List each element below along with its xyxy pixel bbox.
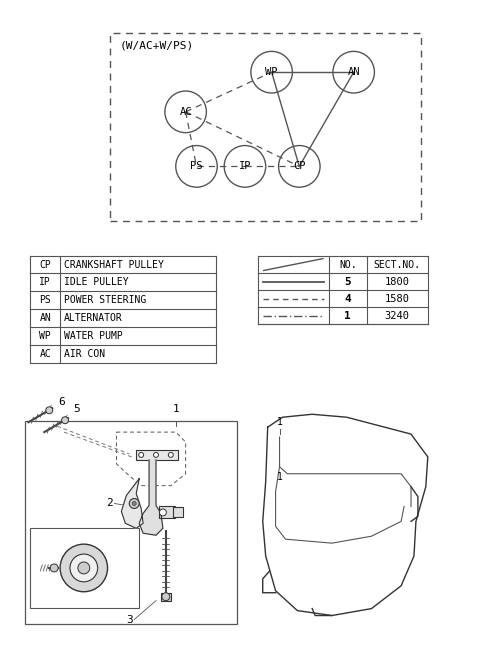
Text: 1: 1 xyxy=(344,310,351,320)
Text: 5: 5 xyxy=(73,404,80,415)
Text: IDLE PULLEY: IDLE PULLEY xyxy=(64,277,129,288)
Text: WP: WP xyxy=(39,331,51,341)
Circle shape xyxy=(132,502,136,506)
Text: (W/AC+W/PS): (W/AC+W/PS) xyxy=(120,41,193,50)
Text: 3240: 3240 xyxy=(384,310,409,320)
Circle shape xyxy=(46,407,53,414)
Text: 2: 2 xyxy=(106,498,113,508)
Text: IP: IP xyxy=(239,161,251,172)
Text: AC: AC xyxy=(180,107,192,117)
Text: 3: 3 xyxy=(126,616,132,626)
Circle shape xyxy=(162,593,170,601)
Circle shape xyxy=(154,453,158,457)
Text: AN: AN xyxy=(39,313,51,323)
Circle shape xyxy=(78,562,90,574)
Circle shape xyxy=(139,453,144,457)
Bar xyxy=(136,450,178,460)
Text: PS: PS xyxy=(190,161,203,172)
Text: PS: PS xyxy=(39,295,51,305)
Circle shape xyxy=(50,564,58,572)
Text: WATER PUMP: WATER PUMP xyxy=(64,331,123,341)
Bar xyxy=(24,421,237,624)
Text: 4: 4 xyxy=(344,293,351,304)
Circle shape xyxy=(70,554,97,582)
Circle shape xyxy=(61,417,69,424)
Circle shape xyxy=(159,509,167,516)
Text: IP: IP xyxy=(39,277,51,288)
Text: 1: 1 xyxy=(276,417,282,427)
Text: AIR CON: AIR CON xyxy=(64,348,105,359)
Bar xyxy=(30,529,139,608)
Text: 6: 6 xyxy=(59,398,65,407)
Text: WP: WP xyxy=(265,67,278,77)
Polygon shape xyxy=(139,460,163,535)
Bar xyxy=(173,508,183,517)
Text: 1: 1 xyxy=(276,472,282,481)
Text: POWER STEERING: POWER STEERING xyxy=(64,295,146,305)
Bar xyxy=(161,593,171,601)
Text: 1800: 1800 xyxy=(384,277,409,287)
Circle shape xyxy=(129,498,139,508)
Text: CP: CP xyxy=(293,161,306,172)
Text: CP: CP xyxy=(39,259,51,270)
Text: 1: 1 xyxy=(172,404,179,414)
FancyBboxPatch shape xyxy=(109,33,421,221)
Text: AN: AN xyxy=(348,67,360,77)
Circle shape xyxy=(60,544,108,591)
Text: AC: AC xyxy=(39,348,51,359)
Circle shape xyxy=(168,453,173,457)
Text: CRANKSHAFT PULLEY: CRANKSHAFT PULLEY xyxy=(64,259,164,270)
Text: 1580: 1580 xyxy=(384,293,409,304)
Text: 5: 5 xyxy=(344,277,351,287)
Text: ALTERNATOR: ALTERNATOR xyxy=(64,313,123,323)
Text: NO.: NO. xyxy=(339,259,357,270)
Bar xyxy=(159,506,175,518)
Polygon shape xyxy=(121,479,143,529)
Text: SECT.NO.: SECT.NO. xyxy=(373,259,420,270)
